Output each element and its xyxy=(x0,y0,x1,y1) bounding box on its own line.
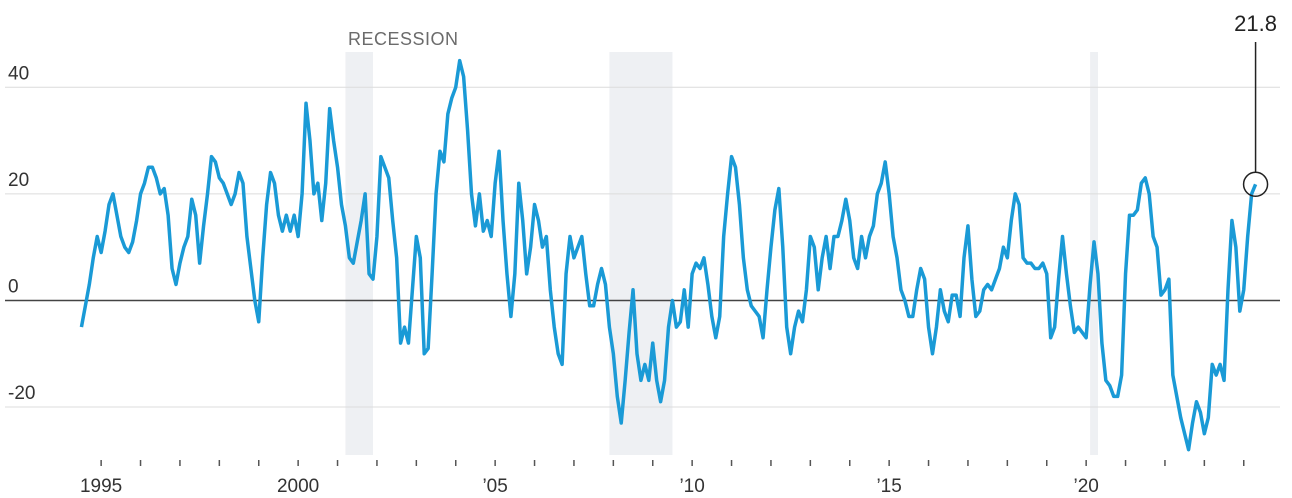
annotation: 21.8 xyxy=(1234,11,1277,36)
annotation-circle xyxy=(1242,171,1269,198)
x-tick-label: 2000 xyxy=(277,476,319,497)
x-tick-label: 1995 xyxy=(80,476,122,497)
x-tick-label: ’05 xyxy=(482,476,507,497)
background-layer xyxy=(5,52,1280,455)
y-tick-label: -20 xyxy=(8,383,35,404)
recession-label: RECESSION xyxy=(348,29,459,49)
x-tick-label: ’15 xyxy=(876,476,901,497)
x-tick-label: ’20 xyxy=(1073,476,1098,497)
y-tick-label: 20 xyxy=(8,170,29,191)
y-tick-label: 0 xyxy=(8,276,19,297)
x-tick-label: ’10 xyxy=(679,476,704,497)
y-tick-label: 40 xyxy=(8,63,29,84)
data-line xyxy=(79,58,1258,452)
